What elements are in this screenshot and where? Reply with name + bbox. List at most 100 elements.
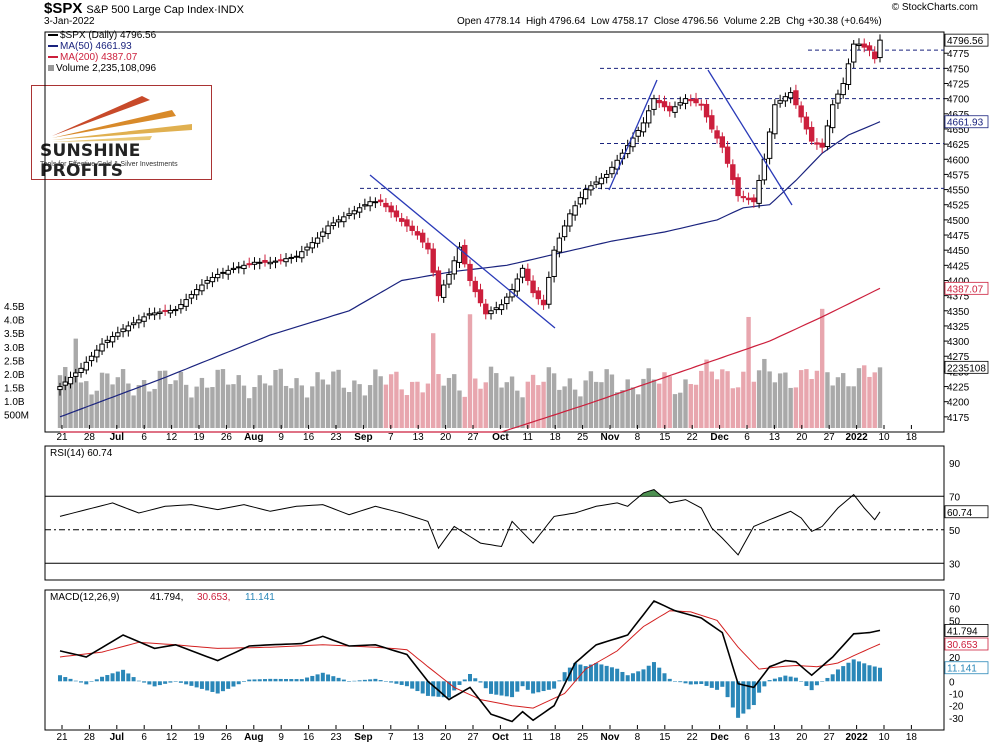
volume-bar: [636, 394, 641, 428]
volume-bar: [709, 371, 714, 428]
macd-x-axis-tick-label: Dec: [710, 732, 729, 743]
price-legend: $SPX (Daily) 4796.56 MA(50) 4661.93 MA(2…: [48, 30, 156, 74]
price-x-axis-tick-label: 11: [523, 432, 534, 443]
candle-body: [467, 263, 473, 281]
volume-bar: [483, 382, 488, 428]
volume-bar: [462, 396, 467, 428]
macd-tick-label: 0: [949, 677, 955, 688]
macd-histogram-bar: [636, 671, 641, 682]
macd-x-axis-tick-label: 27: [467, 732, 479, 743]
volume-bar: [546, 367, 552, 428]
macd-histogram-bar: [157, 681, 162, 686]
volume-bar: [420, 392, 425, 428]
volume-bar: [289, 388, 294, 428]
macd-histogram-bar: [620, 671, 625, 682]
macd-x-axis-tick-label: Jul: [110, 732, 125, 743]
volume-tick-label: 2.5B: [4, 356, 25, 367]
macd-tick-label: 20: [949, 653, 961, 664]
macd-histogram-bar: [289, 679, 294, 682]
volume-bar: [720, 369, 725, 428]
macd-histogram-bar: [305, 677, 310, 682]
macd-histogram-bar: [383, 681, 388, 682]
macd-histogram-bar: [110, 673, 115, 682]
rsi-tick-label: 70: [949, 492, 961, 503]
volume-bar: [409, 381, 415, 428]
candle-body: [99, 343, 105, 352]
candle-body: [430, 248, 436, 273]
macd-histogram-bar: [788, 676, 793, 682]
macd-title-signal: 30.653,: [197, 592, 230, 603]
price-x-axis-tick-label: 27: [467, 432, 479, 443]
rsi-tick-label: 30: [949, 559, 961, 570]
macd-histogram-bar: [557, 680, 562, 682]
volume-bar: [357, 384, 362, 428]
candle-body: [267, 261, 273, 265]
volume-bar: [762, 358, 767, 428]
candle-body: [598, 177, 605, 185]
macd-histogram-bar: [604, 665, 609, 682]
volume-bar: [830, 385, 835, 428]
volume-bar: [467, 314, 473, 428]
macd-x-axis-tick-label: 23: [330, 732, 342, 743]
candle-body: [141, 316, 147, 322]
macd-histogram-bar: [462, 679, 467, 682]
macd-histogram-bar: [226, 681, 231, 689]
volume-bar: [599, 382, 604, 428]
candle-body: [304, 246, 310, 251]
candle-body: [651, 98, 657, 110]
price-x-axis-tick-label: 18: [906, 432, 918, 443]
macd-histogram-bar: [862, 663, 867, 682]
macd-histogram-bar: [357, 680, 362, 682]
macd-histogram-bar: [751, 681, 756, 706]
volume-bar: [457, 390, 462, 428]
macd-histogram-bar: [736, 681, 741, 718]
candle-body: [283, 258, 289, 263]
macd-histogram-bar: [704, 681, 709, 686]
candle-body: [735, 177, 741, 197]
volume-bar: [772, 382, 778, 428]
macd-x-axis-tick-label: 7: [388, 732, 394, 743]
volume-bar: [331, 371, 336, 428]
macd-x-axis-tick-label: Nov: [601, 732, 620, 743]
volume-bar: [157, 370, 163, 428]
macd-x-axis-tick-label: 15: [659, 732, 671, 743]
macd-histogram-bar: [872, 666, 877, 682]
macd-histogram-bar: [546, 681, 551, 690]
candle-body: [609, 166, 615, 175]
volume-bar: [667, 376, 672, 428]
macd-x-axis-tick-label: 6: [141, 732, 147, 743]
candle-body: [288, 256, 294, 259]
volume-bar: [446, 377, 452, 428]
candle-body: [351, 210, 358, 215]
volume-bar: [798, 370, 804, 428]
volume-bar: [110, 384, 115, 428]
price-tick-label: 4450: [947, 246, 970, 257]
volume-bar: [809, 378, 814, 428]
macd-x-axis-tick-label: 25: [577, 732, 589, 743]
macd-histogram-bar: [399, 681, 404, 685]
volume-value-tag: 2235108: [947, 363, 986, 374]
volume-bar: [704, 359, 709, 428]
volume-bar: [609, 374, 615, 428]
volume-bar: [867, 376, 872, 428]
macd-histogram-bar: [468, 674, 472, 682]
volume-bar: [168, 384, 173, 428]
volume-bar: [530, 374, 536, 428]
candle-body: [772, 104, 778, 135]
candle-body: [251, 261, 258, 265]
ma50-value-tag: 4661.93: [947, 118, 984, 129]
macd-histogram-bar: [79, 681, 84, 683]
price-tick-label: 4775: [947, 49, 970, 60]
candle-body: [703, 103, 710, 118]
macd-histogram-bar: [294, 679, 299, 682]
macd-x-axis-tick-label: 18: [550, 732, 562, 743]
volume-bar: [362, 395, 368, 428]
candle-body: [861, 43, 867, 48]
price-x-axis-tick-label: 13: [413, 432, 425, 443]
price-stats: Open 4778.14 High 4796.64 Low 4758.17 Cl…: [457, 16, 882, 27]
macd-histogram-bar: [341, 679, 346, 682]
macd-tick-label: -10: [949, 689, 964, 700]
volume-tick-label: 3.5B: [4, 329, 25, 340]
volume-bar: [588, 371, 594, 428]
candle-body: [646, 110, 652, 124]
